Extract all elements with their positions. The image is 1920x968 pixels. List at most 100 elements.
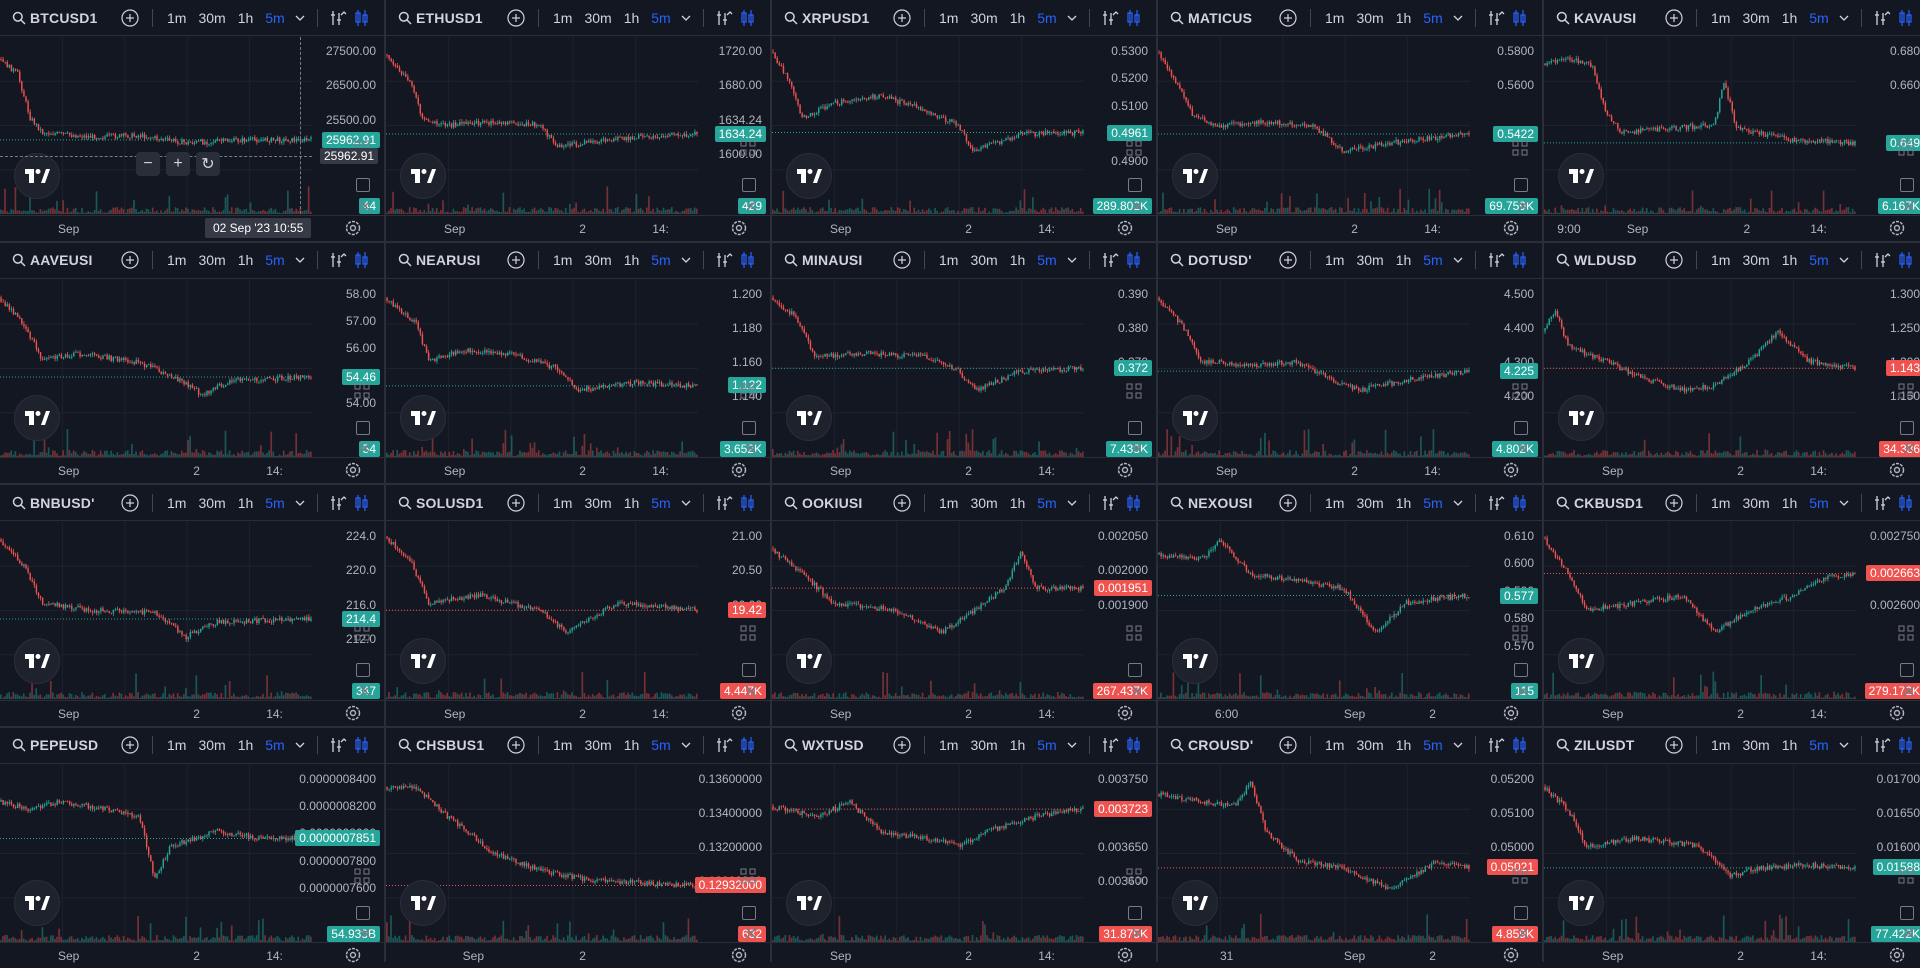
chevron-down-icon[interactable] [1449,257,1467,263]
interval-30m[interactable]: 30m [1350,10,1389,26]
gear-icon[interactable] [1888,219,1906,237]
close-icon[interactable] [1130,199,1144,213]
close-icon[interactable] [1516,199,1530,213]
interval-1m[interactable]: 1m [547,252,578,268]
maximize-icon[interactable] [356,178,370,192]
compare-add-icon[interactable] [502,249,530,271]
layout-grid-icon[interactable] [740,383,756,399]
maximize-icon[interactable] [1128,178,1142,192]
layout-grid-icon[interactable] [740,140,756,156]
gear-icon[interactable] [1116,219,1134,237]
compare-add-icon[interactable] [888,249,916,271]
candles-icon[interactable] [1894,249,1918,271]
compare-add-icon[interactable] [1274,249,1302,271]
search-icon[interactable] [394,7,416,29]
candles-icon[interactable] [1122,7,1146,29]
maximize-icon[interactable] [1128,421,1142,435]
chart-pane[interactable]: MINAUSI 1m 30m 1h 5m 0.3900.3800.3700.37… [772,243,1156,484]
close-icon[interactable] [744,441,758,455]
search-icon[interactable] [8,492,30,514]
interval-30m[interactable]: 30m [964,10,1003,26]
maximize-icon[interactable] [1900,178,1914,192]
search-icon[interactable] [1166,249,1188,271]
interval-30m[interactable]: 30m [192,252,231,268]
indicators-icon[interactable] [1098,249,1122,271]
interval-1m[interactable]: 1m [161,252,192,268]
candles-icon[interactable] [1894,7,1918,29]
interval-1h[interactable]: 1h [1004,252,1032,268]
interval-30m[interactable]: 30m [1736,10,1775,26]
compare-add-icon[interactable] [502,7,530,29]
interval-1h[interactable]: 1h [232,495,260,511]
symbol-name[interactable]: AAVEUSI [30,252,116,268]
interval-1m[interactable]: 1m [161,10,192,26]
indicators-icon[interactable] [1870,249,1894,271]
candles-icon[interactable] [1122,249,1146,271]
interval-5m[interactable]: 5m [1031,10,1062,26]
interval-30m[interactable]: 30m [578,10,617,26]
interval-5m[interactable]: 5m [1803,252,1834,268]
interval-1m[interactable]: 1m [1319,252,1350,268]
interval-1h[interactable]: 1h [232,252,260,268]
search-icon[interactable] [1552,7,1574,29]
layout-grid-icon[interactable] [1898,383,1914,399]
compare-add-icon[interactable] [116,7,144,29]
close-icon[interactable] [1902,199,1916,213]
layout-grid-icon[interactable] [1898,140,1914,156]
chevron-down-icon[interactable] [1449,15,1467,21]
interval-30m[interactable]: 30m [578,252,617,268]
chevron-down-icon[interactable] [1063,257,1081,263]
interval-1m[interactable]: 1m [1705,10,1736,26]
chart-pane[interactable]: DOTUSD' 1m 30m 1h 5m 4.5004.4004.3004.20… [1158,243,1542,484]
gear-icon[interactable] [344,461,362,479]
maximize-icon[interactable] [1514,421,1528,435]
indicators-icon[interactable] [1484,7,1508,29]
chevron-down-icon[interactable] [1835,257,1853,263]
indicators-icon[interactable] [712,7,736,29]
compare-add-icon[interactable] [1274,7,1302,29]
search-icon[interactable] [8,249,30,271]
candles-icon[interactable] [1508,249,1532,271]
gear-icon[interactable] [1116,461,1134,479]
interval-5m[interactable]: 5m [259,495,290,511]
interval-30m[interactable]: 30m [192,495,231,511]
interval-1m[interactable]: 1m [161,495,192,511]
layout-grid-icon[interactable] [1512,383,1528,399]
symbol-name[interactable]: WLDUSD [1574,252,1660,268]
interval-1h[interactable]: 1h [618,252,646,268]
candles-icon[interactable] [736,249,760,271]
symbol-name[interactable]: MATICUS [1188,10,1274,26]
interval-1m[interactable]: 1m [933,10,964,26]
close-icon[interactable] [358,199,372,213]
price-scale[interactable]: 0.53000.52000.51000.50000.49000.4961289.… [1084,37,1156,215]
maximize-icon[interactable] [356,421,370,435]
maximize-icon[interactable] [1514,178,1528,192]
interval-30m[interactable]: 30m [192,10,231,26]
compare-add-icon[interactable] [1660,249,1688,271]
symbol-name[interactable]: KAVAUSI [1574,10,1660,26]
symbol-name[interactable]: MINAUSI [802,252,888,268]
layout-grid-icon[interactable] [1126,383,1142,399]
gear-icon[interactable] [730,461,748,479]
indicators-icon[interactable] [1098,7,1122,29]
indicators-icon[interactable] [1870,7,1894,29]
candles-icon[interactable] [350,7,374,29]
symbol-name[interactable]: BTCUSD1 [30,10,116,26]
search-icon[interactable] [394,249,416,271]
symbol-name[interactable]: BNBUSD' [30,495,116,511]
